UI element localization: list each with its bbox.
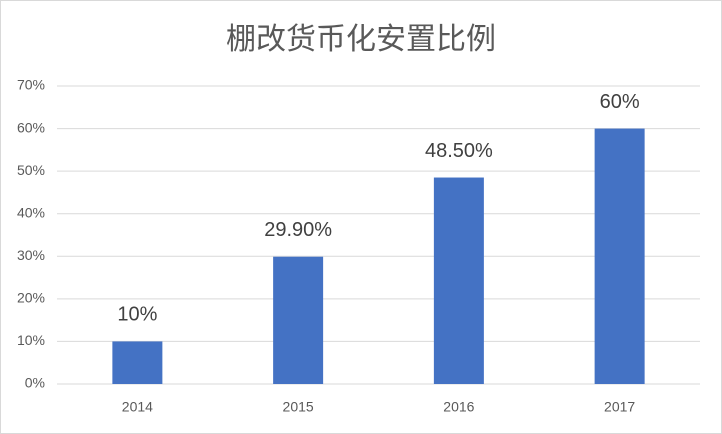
y-tick-label: 30%	[17, 247, 45, 263]
y-tick-label: 20%	[17, 290, 45, 306]
y-tick-label: 10%	[17, 332, 45, 348]
data-label: 48.50%	[425, 140, 493, 162]
chart-title: 棚改货币化安置比例	[226, 23, 496, 56]
y-tick-label: 70%	[17, 77, 45, 93]
x-tick-label: 2014	[122, 399, 153, 415]
bar	[112, 341, 163, 384]
y-tick-label: 40%	[17, 204, 45, 220]
y-tick-label: 50%	[17, 162, 45, 178]
bar	[594, 128, 645, 384]
y-tick-label: 60%	[17, 119, 45, 135]
x-tick-label: 2015	[283, 399, 314, 415]
data-label: 60%	[600, 91, 640, 113]
y-tick-label: 0%	[25, 375, 45, 391]
x-tick-label: 2017	[604, 399, 635, 415]
bar	[433, 177, 484, 384]
x-tick-label: 2016	[443, 399, 474, 415]
data-label: 29.90%	[264, 219, 332, 241]
data-label: 10%	[117, 304, 157, 326]
bar	[273, 256, 324, 384]
